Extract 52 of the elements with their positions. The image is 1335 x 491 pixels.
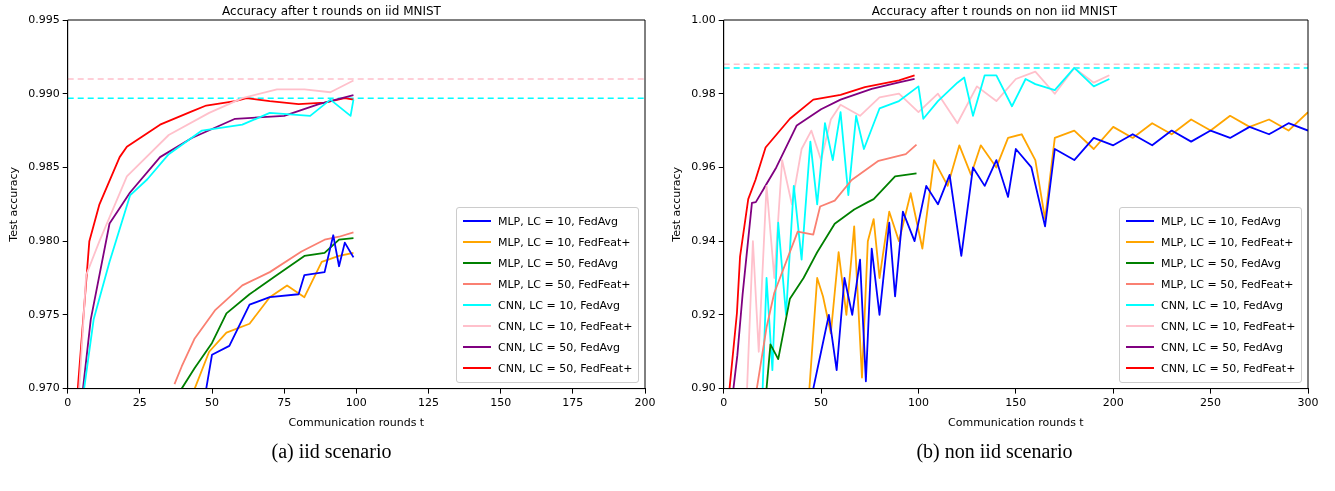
y-tick-label: 0.980 [28, 234, 60, 248]
x-tick-label: 300 [1297, 396, 1319, 410]
y-tick-label: 1.00 [691, 12, 716, 26]
legend-label: MLP, LC = 10, FedAvg [498, 213, 619, 230]
x-tick-label: 75 [277, 396, 292, 410]
legend-label: CNN, LC = 10, FedAvg [498, 297, 620, 314]
text: (b) non iid scenario [915, 440, 1074, 463]
x-tick-label: 150 [1005, 396, 1027, 410]
x-tick-label: 0 [64, 396, 72, 410]
x-axis-title: Communication rounds t [948, 416, 1085, 430]
x-tick-label: 50 [205, 396, 220, 410]
x-tick-label: 175 [562, 396, 584, 410]
x-axis-title: Communication rounds t [288, 416, 425, 430]
x-tick-label: 250 [1200, 396, 1222, 410]
legend-label: MLP, LC = 10, FedAvg [1161, 213, 1282, 230]
y-tick-label: 0.970 [28, 381, 60, 395]
chart-title: Accuracy after t rounds on non iid MNIST [871, 4, 1118, 18]
legend-label: CNN, LC = 10, FedAvg [1161, 297, 1283, 314]
legend-label: MLP, LC = 10, FedFeat+ [498, 234, 631, 251]
y-tick-label: 0.985 [28, 160, 60, 174]
legend-label: CNN, LC = 10, FedFeat+ [1161, 318, 1296, 335]
x-tick-label: 100 [907, 396, 929, 410]
legend-label: CNN, LC = 50, FedAvg [1161, 339, 1283, 356]
legend-label: CNN, LC = 50, FedAvg [498, 339, 620, 356]
legend-label: MLP, LC = 50, FedAvg [498, 255, 619, 272]
x-tick-label: 150 [490, 396, 512, 410]
legend-label: MLP, LC = 50, FedAvg [1161, 255, 1282, 272]
y-tick-label: 0.98 [691, 86, 716, 100]
y-tick-label: 0.96 [691, 160, 716, 174]
x-tick-label: 200 [1102, 396, 1124, 410]
y-tick-label: 0.92 [691, 307, 716, 321]
x-tick-label: 50 [814, 396, 829, 410]
legend-label: CNN, LC = 50, FedFeat+ [1161, 360, 1296, 377]
legend-label: CNN, LC = 50, FedFeat+ [498, 360, 633, 377]
legend-label: MLP, LC = 50, FedFeat+ [1161, 276, 1294, 293]
x-tick-label: 200 [634, 396, 656, 410]
y-tick-label: 0.975 [28, 307, 60, 321]
x-tick-label: 0 [720, 396, 728, 410]
text: (a) iid scenario [270, 440, 393, 463]
y-tick-label: 0.995 [28, 12, 60, 26]
x-tick-label: 125 [418, 396, 440, 410]
x-tick-label: 100 [345, 396, 367, 410]
y-tick-label: 0.990 [28, 86, 60, 100]
legend-label: CNN, LC = 10, FedFeat+ [498, 318, 633, 335]
y-tick-label: 0.94 [691, 234, 716, 248]
x-tick-label: 25 [132, 396, 147, 410]
y-axis-title: Test accuracy [7, 166, 21, 243]
y-tick-label: 0.90 [691, 381, 716, 395]
legend-label: MLP, LC = 50, FedFeat+ [498, 276, 631, 293]
chart-title: Accuracy after t rounds on iid MNIST [222, 4, 441, 18]
legend-label: MLP, LC = 10, FedFeat+ [1161, 234, 1294, 251]
y-axis-title: Test accuracy [670, 166, 684, 243]
